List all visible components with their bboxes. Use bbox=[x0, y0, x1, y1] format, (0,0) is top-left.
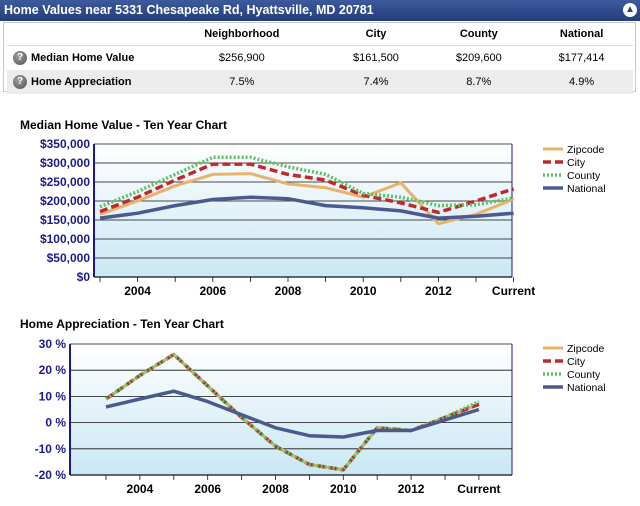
x-tick-label: 2008 bbox=[262, 482, 289, 496]
table-cell: $161,500 bbox=[353, 52, 399, 64]
x-tick-label: Current bbox=[457, 482, 500, 496]
summary-panel: Neighborhood City County National ? Media… bbox=[3, 22, 636, 94]
legend-label-national: National bbox=[567, 183, 606, 195]
series-line-city bbox=[99, 162, 515, 215]
y-tick-label: 30 % bbox=[39, 337, 67, 351]
table-row: ? Home Appreciation 7.5% 7.4% 8.7% 4.9% bbox=[7, 70, 633, 94]
y-tick-label: -20 % bbox=[35, 468, 67, 482]
chart-title: Home Appreciation - Ten Year Chart bbox=[20, 317, 224, 331]
legend-label-county: County bbox=[567, 369, 601, 381]
column-header-national: National bbox=[530, 23, 633, 46]
help-icon[interactable]: ? bbox=[13, 51, 27, 65]
table-cell: $177,414 bbox=[558, 52, 605, 64]
y-tick-label: $150,000 bbox=[40, 213, 90, 227]
y-tick-label: 10 % bbox=[39, 389, 67, 403]
column-header-county: County bbox=[427, 23, 531, 46]
x-tick-label: 2010 bbox=[350, 284, 377, 298]
y-tick-label: $300,000 bbox=[40, 156, 90, 170]
y-tick-label: -10 % bbox=[35, 442, 67, 456]
row-label: Home Appreciation bbox=[31, 75, 132, 88]
row-label: Median Home Value bbox=[31, 51, 135, 64]
y-tick-label: $350,000 bbox=[40, 137, 90, 151]
x-tick-label: 2012 bbox=[398, 482, 425, 496]
legend-label-zipcode: Zipcode bbox=[567, 343, 605, 355]
table-cell: 8.7% bbox=[427, 70, 531, 94]
series-line-national bbox=[99, 195, 514, 220]
header-bar: Home Values near 5331 Chesapeake Rd, Hya… bbox=[0, 0, 640, 21]
legend-label-city: City bbox=[567, 157, 586, 169]
summary-corner-cell bbox=[7, 23, 159, 46]
x-tick-label: Current bbox=[492, 284, 535, 298]
legend-label-county: County bbox=[567, 170, 601, 182]
help-icon[interactable]: ? bbox=[13, 75, 27, 89]
y-tick-label: 20 % bbox=[39, 363, 67, 377]
home-appreciation-chart: Home Appreciation - Ten Year Chart -20 % -… bbox=[20, 317, 606, 496]
table-cell: 4.9% bbox=[530, 70, 633, 94]
y-tick-label: 0 % bbox=[45, 416, 66, 430]
chart-title: Median Home Value - Ten Year Chart bbox=[20, 118, 227, 132]
column-header-neighborhood: Neighborhood bbox=[159, 23, 325, 46]
x-tick-label: 2008 bbox=[275, 284, 302, 298]
series-line-zipcode bbox=[99, 172, 515, 226]
summary-header-row: Neighborhood City County National bbox=[7, 23, 633, 46]
y-tick-label: $50,000 bbox=[47, 251, 91, 265]
x-tick-label: 2012 bbox=[425, 284, 452, 298]
table-cell: $209,600 bbox=[455, 52, 502, 64]
x-tick-label: 2006 bbox=[199, 284, 226, 298]
y-tick-label: $0 bbox=[77, 270, 91, 284]
plot-area bbox=[94, 144, 512, 277]
row-label-cell: ? Home Appreciation bbox=[7, 70, 159, 94]
x-tick-label: 2004 bbox=[124, 284, 151, 298]
summary-table: Neighborhood City County National ? Media… bbox=[7, 23, 633, 94]
y-tick-label: $250,000 bbox=[40, 175, 90, 189]
table-cell: $256,900 bbox=[218, 52, 265, 64]
legend-label-city: City bbox=[567, 356, 586, 368]
collapse-chevron-icon[interactable]: ▲ bbox=[623, 3, 637, 17]
median-home-value-chart: Median Home Value - Ten Year Chart $0 $50,… bbox=[20, 118, 606, 298]
table-row: ? Median Home Value $256,900 $161,500 $20… bbox=[7, 46, 633, 71]
y-tick-label: $200,000 bbox=[40, 194, 90, 208]
legend-label-national: National bbox=[567, 382, 606, 394]
row-label-cell: ? Median Home Value bbox=[7, 46, 159, 71]
legend-label-zipcode: Zipcode bbox=[567, 144, 605, 156]
column-header-city: City bbox=[324, 23, 428, 46]
x-tick-label: 2010 bbox=[330, 482, 357, 496]
y-tick-label: $100,000 bbox=[40, 232, 90, 246]
page-title: Home Values near 5331 Chesapeake Rd, Hya… bbox=[4, 3, 374, 17]
table-cell: 7.4% bbox=[324, 70, 428, 94]
table-cell: 7.5% bbox=[159, 70, 325, 94]
x-tick-label: 2004 bbox=[127, 482, 154, 496]
series-line-national bbox=[105, 389, 480, 439]
x-tick-label: 2006 bbox=[194, 482, 221, 496]
